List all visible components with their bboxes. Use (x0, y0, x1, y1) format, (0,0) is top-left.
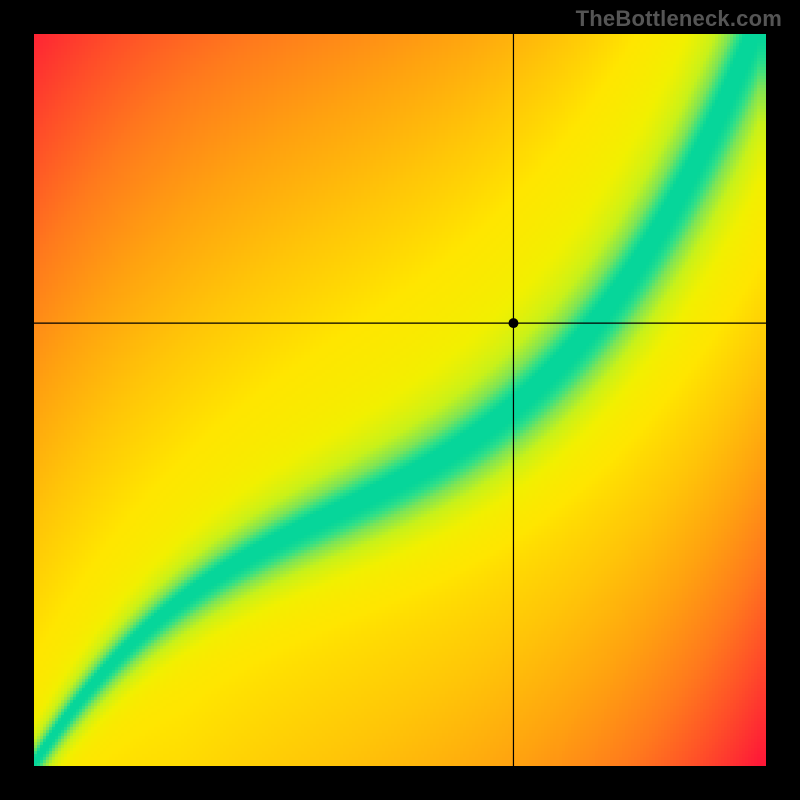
chart-container: { "watermark": { "text": "TheBottleneck.… (0, 0, 800, 800)
heatmap-canvas (34, 34, 766, 766)
plot-area (34, 34, 766, 766)
watermark-text: TheBottleneck.com (576, 6, 782, 32)
